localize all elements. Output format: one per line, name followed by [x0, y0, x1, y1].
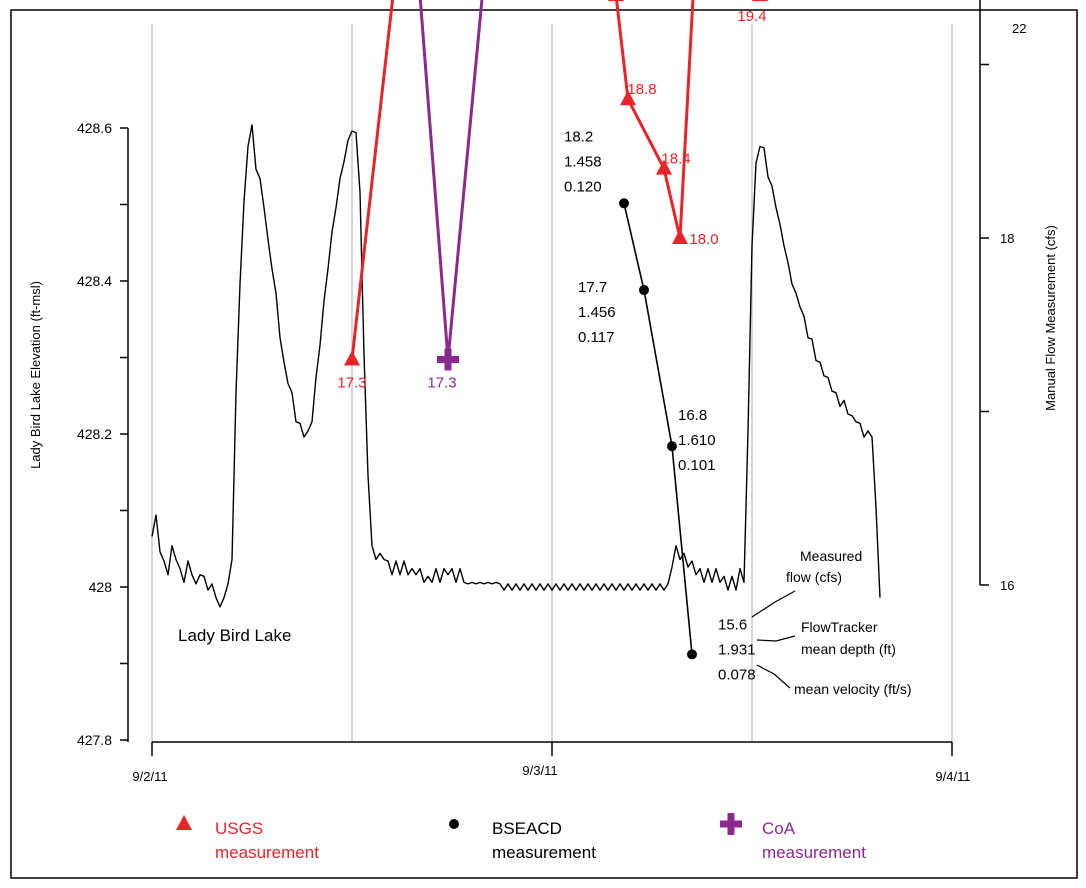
axes: 427.8428428.2428.4428.6161820229/2/119/3…	[77, 0, 1026, 784]
legend-item-triangle: USGS measurement	[176, 815, 319, 862]
legend-triangle-icon	[176, 815, 192, 830]
y-tick-label: 428	[89, 579, 113, 595]
legend-item-plus: CoA measurement	[720, 813, 866, 862]
series-triangle: 17.321.820.721.221.419.418.818.418.021.4…	[337, 0, 768, 391]
leader-velocity	[756, 664, 791, 689]
legend: USGS measurement BSEACD measurement CoA measu…	[176, 813, 866, 862]
legend-plus-icon-v	[727, 813, 735, 835]
y-axis-label: Lady Bird Lake Elevation (ft-msl)	[28, 281, 43, 469]
legend-label: USGS	[215, 819, 263, 838]
triangle-marker	[608, 0, 624, 2]
plus-marker-v	[444, 348, 452, 371]
triangle-marker	[344, 350, 360, 366]
y2-tick-label: 22	[1012, 21, 1026, 36]
series-line	[623, 203, 693, 655]
measurement-series: 17.321.820.721.221.419.418.818.418.021.4…	[337, 0, 768, 683]
series-line	[418, 0, 484, 361]
data-label: 19.4	[737, 8, 766, 25]
leader-flowtracker	[756, 635, 796, 642]
circle-marker	[687, 649, 697, 660]
data-label: 16.8	[678, 407, 707, 424]
y2-tick-label: 16	[1000, 578, 1014, 593]
grid-lines	[151, 24, 953, 742]
data-label: 18.2	[564, 128, 593, 145]
data-label: 18.0	[689, 231, 718, 248]
series-plus: 20.620.317.319.5	[418, 0, 484, 391]
annotation-flowtracker: mean depth (ft)	[801, 641, 896, 657]
triangle-marker	[672, 229, 688, 244]
data-label: 18.8	[627, 81, 656, 98]
legend-label: measurement	[215, 843, 319, 862]
legend-circle-icon	[449, 819, 459, 829]
chart-frame	[10, 9, 1078, 879]
y-tick-label: 427.8	[77, 732, 112, 748]
triangle-marker	[656, 159, 672, 175]
lake-series	[151, 124, 881, 608]
y-tick-label: 428.6	[77, 120, 112, 136]
data-label: 18.4	[661, 151, 690, 168]
annotation-measured: flow (cfs)	[786, 569, 842, 585]
x-tick-label: 9/3/11	[522, 763, 557, 778]
triangle-marker	[620, 90, 636, 106]
data-label: 17.3	[427, 374, 456, 391]
legend-label: BSEACD	[492, 819, 562, 838]
y2-tick-label: 18	[1000, 231, 1014, 246]
data-label: 1.458	[564, 153, 602, 170]
legend-label: CoA	[762, 819, 796, 838]
data-label: 15.6	[718, 616, 747, 633]
data-label: 1.610	[678, 432, 716, 449]
legend-item-circle: BSEACD measurement	[449, 819, 596, 862]
circle-marker	[619, 198, 629, 209]
y2-axis-label: Manual Flow Measurement (cfs)	[1043, 225, 1058, 411]
series-line	[350, 0, 695, 360]
y-tick-label: 428.2	[77, 426, 112, 442]
data-label: 0.101	[678, 457, 716, 474]
legend-label: measurement	[492, 843, 596, 862]
x-tick-label: 9/2/11	[132, 769, 167, 784]
data-label: 0.078	[718, 666, 756, 683]
leader-measured	[751, 590, 796, 618]
data-label: 17.7	[578, 279, 607, 296]
lake-label: Lady Bird Lake	[178, 626, 291, 645]
data-label: 17.3	[337, 374, 366, 391]
series-circle: 18.2 1.458 0.120 17.7 1.456 0.117 16.8 1.610 0.1…	[564, 128, 756, 683]
annotation-velocity: mean velocity (ft/s)	[794, 681, 911, 697]
data-label: 0.120	[564, 178, 602, 195]
annotation-flowtracker: FlowTracker	[801, 619, 878, 635]
data-label: 1.456	[578, 304, 616, 321]
annotation-measured: Measured	[800, 548, 862, 564]
y-tick-label: 428.4	[77, 273, 112, 289]
circle-marker	[639, 285, 649, 296]
triangle-marker	[752, 0, 768, 2]
circle-marker	[667, 441, 677, 452]
legend-label: measurement	[762, 843, 866, 862]
data-label: 1.931	[718, 641, 756, 658]
annotations: Measured flow (cfs) FlowTracker mean depth …	[751, 548, 911, 697]
data-label: 0.117	[578, 329, 614, 346]
x-tick-label: 9/4/11	[935, 769, 970, 784]
lake-elevation-line	[151, 124, 881, 608]
